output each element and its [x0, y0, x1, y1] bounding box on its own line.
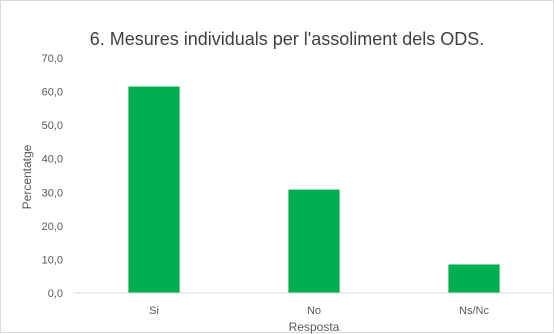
y-tick-label: 60,0 [42, 87, 63, 99]
y-tick-label: 30,0 [42, 187, 63, 199]
x-axis-title: Resposta [289, 320, 340, 334]
x-tick-label: No [307, 305, 321, 317]
x-axis-categories: Si No Ns/Nc [149, 305, 489, 317]
y-tick-label: 10,0 [42, 254, 63, 266]
x-tick-label: Ns/Nc [459, 305, 489, 317]
y-tick-label: 20,0 [42, 221, 63, 233]
y-axis-title: Percentatge [20, 144, 34, 209]
y-tick-label: 40,0 [42, 154, 63, 166]
y-tick-label: 0,0 [48, 288, 63, 300]
bar [128, 86, 180, 294]
chart-title: 6. Mesures individuals per l'assoliment … [90, 29, 485, 49]
x-tick-label: Si [149, 305, 159, 317]
bar-series [128, 86, 500, 294]
y-tick-label: 70,0 [42, 53, 63, 65]
bar [448, 264, 500, 293]
y-tick-label: 50,0 [42, 120, 63, 132]
bar [288, 189, 340, 293]
y-axis-ticks: 0,0 10,0 20,0 30,0 40,0 50,0 60,0 70,0 [42, 53, 63, 300]
